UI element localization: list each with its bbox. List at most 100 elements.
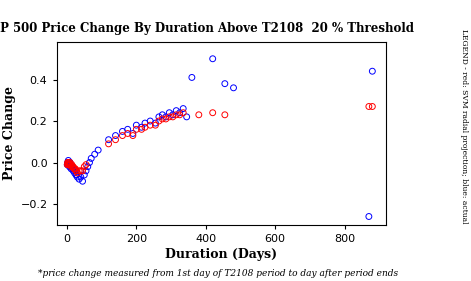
Point — [75, 169, 83, 173]
Point — [369, 104, 376, 109]
Point — [105, 142, 113, 146]
Point — [65, 164, 73, 169]
Point — [67, 167, 75, 171]
Point — [132, 127, 140, 132]
Point — [230, 85, 237, 90]
Point — [155, 119, 162, 123]
Point — [169, 115, 177, 119]
Point — [84, 164, 91, 169]
Point — [119, 133, 126, 138]
Point — [138, 125, 146, 130]
Point — [64, 162, 72, 167]
Point — [66, 160, 74, 165]
Point — [65, 162, 73, 167]
Point — [132, 123, 140, 127]
Point — [155, 115, 162, 119]
Point — [82, 169, 90, 173]
Point — [73, 175, 81, 179]
Point — [141, 125, 149, 130]
Point — [169, 113, 177, 117]
Point — [65, 160, 72, 165]
Point — [172, 113, 180, 117]
Point — [105, 137, 113, 142]
Point — [183, 115, 190, 119]
Text: *price change measured from 1st day of T2108 period to day after period ends: *price change measured from 1st day of T… — [38, 269, 398, 278]
Point — [195, 113, 203, 117]
Point — [129, 133, 137, 138]
Point — [70, 167, 78, 171]
Point — [73, 169, 81, 173]
Point — [165, 115, 173, 119]
Point — [221, 81, 228, 86]
Point — [141, 121, 149, 125]
Point — [65, 162, 73, 167]
Point — [73, 173, 81, 177]
Point — [162, 115, 170, 119]
Point — [72, 173, 80, 177]
Point — [66, 162, 73, 167]
Point — [119, 129, 126, 134]
Point — [112, 137, 119, 142]
Point — [209, 56, 217, 61]
Point — [66, 164, 74, 169]
Point — [176, 110, 184, 115]
Point — [64, 162, 72, 167]
Point — [176, 113, 184, 117]
Point — [65, 160, 73, 165]
Point — [65, 162, 73, 167]
Point — [86, 160, 93, 165]
Point — [179, 110, 187, 115]
Point — [64, 162, 71, 167]
Point — [79, 169, 86, 173]
Point — [68, 162, 75, 167]
Point — [68, 164, 75, 169]
Point — [369, 69, 376, 73]
Point — [81, 164, 88, 169]
Point — [88, 156, 95, 161]
Point — [72, 169, 79, 173]
Point — [112, 133, 119, 138]
Point — [81, 173, 88, 177]
Point — [69, 164, 77, 169]
Point — [138, 127, 146, 132]
Point — [365, 104, 373, 109]
Point — [65, 158, 72, 163]
Point — [66, 160, 74, 165]
Point — [129, 131, 137, 136]
Point — [72, 167, 79, 171]
Point — [71, 167, 78, 171]
Text: S&P 500 Price Change By Duration Above T2108  20 % Threshold: S&P 500 Price Change By Duration Above T… — [0, 22, 414, 35]
Point — [152, 121, 159, 125]
Point — [71, 171, 78, 175]
Point — [72, 169, 80, 173]
Point — [77, 169, 85, 173]
Y-axis label: Price Change: Price Change — [3, 87, 16, 180]
Point — [146, 119, 154, 123]
Point — [165, 110, 173, 115]
Point — [64, 160, 72, 165]
Point — [146, 123, 154, 127]
Point — [365, 214, 373, 219]
Point — [69, 164, 76, 169]
Point — [75, 177, 83, 182]
Point — [73, 171, 81, 175]
Point — [152, 123, 159, 127]
Point — [162, 117, 170, 121]
Point — [159, 117, 166, 121]
Point — [209, 110, 217, 115]
Point — [67, 164, 75, 169]
Point — [79, 179, 86, 183]
Point — [69, 167, 76, 171]
X-axis label: Duration (Days): Duration (Days) — [165, 248, 277, 261]
Point — [91, 152, 98, 157]
Text: LEGEND - red: SVM radial projection; blue: actual: LEGEND - red: SVM radial projection; blu… — [460, 29, 468, 224]
Point — [82, 162, 90, 167]
Point — [77, 175, 85, 179]
Point — [221, 113, 228, 117]
Point — [179, 106, 187, 111]
Point — [70, 167, 78, 171]
Point — [64, 162, 71, 167]
Point — [159, 113, 166, 117]
Point — [69, 169, 77, 173]
Point — [66, 162, 74, 167]
